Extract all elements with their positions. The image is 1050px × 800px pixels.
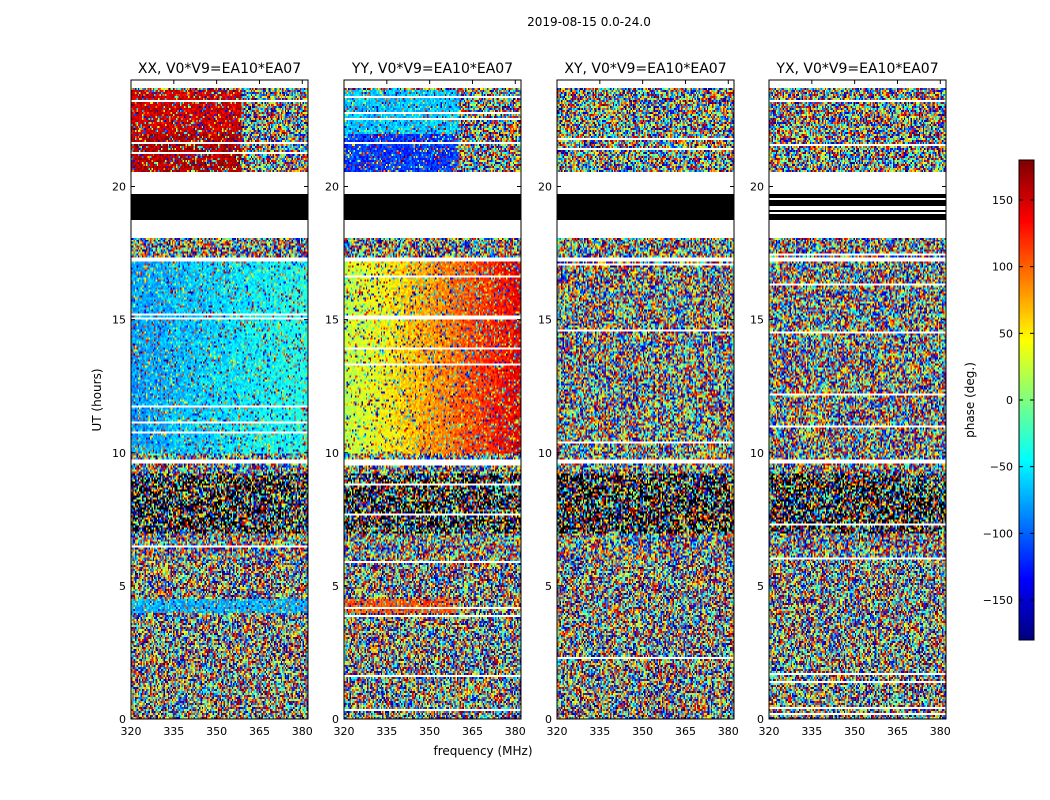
panels-group: XX, V0*V9=EA10*EA07 320 335 350 365 380 0 5 10 15… <box>112 61 951 738</box>
x-tick-label: 320 <box>121 725 142 738</box>
y-tick-label: 5 <box>545 580 552 593</box>
x-tick-label: 320 <box>547 725 568 738</box>
y-tick-label: 0 <box>332 713 339 726</box>
x-tick-label: 380 <box>292 725 313 738</box>
x-tick-label: 335 <box>376 725 397 738</box>
y-tick-label: 5 <box>757 580 764 593</box>
x-tick-label: 350 <box>844 725 865 738</box>
x-tick-label: 320 <box>759 725 780 738</box>
y-tick-label: 0 <box>545 713 552 726</box>
x-tick-label: 350 <box>632 725 653 738</box>
colorbar-tick-label: 0 <box>1006 394 1013 407</box>
y-tick-label: 10 <box>750 447 764 460</box>
heatmap-yx <box>769 80 946 719</box>
y-tick-label: 15 <box>750 314 764 327</box>
x-tick-label: 365 <box>675 725 696 738</box>
heatmap-xx <box>131 80 308 719</box>
panel-xx: XX, V0*V9=EA10*EA07 320 335 350 365 380 0 5 10 15… <box>112 61 313 738</box>
panel-yx: YX, V0*V9=EA10*EA07 320 335 350 365 380 0 5 10 15… <box>750 61 951 738</box>
x-tick-label: 380 <box>505 725 526 738</box>
y-tick-label: 5 <box>119 580 126 593</box>
colorbar-label: phase (deg.) <box>963 362 977 438</box>
colorbar-tick-label: −150 <box>983 594 1013 607</box>
panel-yy: YY, V0*V9=EA10*EA07 320 335 350 365 380 0 5 10 15… <box>325 61 526 738</box>
x-tick-label: 380 <box>930 725 951 738</box>
x-tick-label: 320 <box>334 725 355 738</box>
panel-title: XX, V0*V9=EA10*EA07 <box>138 61 301 77</box>
colorbar-tick-label: −50 <box>990 461 1013 474</box>
x-tick-label: 365 <box>249 725 270 738</box>
y-tick-label: 20 <box>538 181 552 194</box>
colorbar-gradient <box>1019 160 1034 640</box>
panel-title: YY, V0*V9=EA10*EA07 <box>351 61 513 77</box>
colorbar-tick-label: 50 <box>999 327 1013 340</box>
panel-title: XY, V0*V9=EA10*EA07 <box>564 61 726 77</box>
colorbar-tick-label: 100 <box>992 261 1013 274</box>
y-tick-label: 20 <box>325 181 339 194</box>
x-tick-label: 365 <box>462 725 483 738</box>
x-tick-label: 335 <box>589 725 610 738</box>
x-tick-label: 365 <box>887 725 908 738</box>
y-tick-label: 0 <box>119 713 126 726</box>
axes-frame <box>768 79 947 720</box>
y-tick-label: 10 <box>538 447 552 460</box>
panel-xy: XY, V0*V9=EA10*EA07 320 335 350 365 380 0 5 10 15… <box>538 61 739 738</box>
x-tick-label: 350 <box>419 725 440 738</box>
x-axis-label: frequency (MHz) <box>433 744 532 758</box>
y-tick-label: 20 <box>112 181 126 194</box>
x-tick-label: 335 <box>163 725 184 738</box>
x-tick-label: 380 <box>718 725 739 738</box>
y-axis-label: UT (hours) <box>90 368 104 431</box>
x-tick-label: 335 <box>801 725 822 738</box>
figure-suptitle: 2019-08-15 0.0-24.0 <box>527 15 651 29</box>
y-tick-label: 10 <box>325 447 339 460</box>
colorbar: 150 100 50 0 −50 −100 −150 phase (deg.) <box>963 159 1035 641</box>
axes-frame <box>556 79 735 720</box>
y-tick-label: 15 <box>325 314 339 327</box>
y-tick-label: 20 <box>750 181 764 194</box>
heatmap-yy <box>344 80 521 719</box>
x-tick-label: 350 <box>206 725 227 738</box>
y-tick-label: 10 <box>112 447 126 460</box>
y-tick-label: 15 <box>112 314 126 327</box>
axes-frame <box>343 79 522 720</box>
heatmap-xy <box>557 80 734 719</box>
colorbar-tick-label: −100 <box>983 527 1013 540</box>
y-tick-label: 5 <box>332 580 339 593</box>
y-tick-label: 0 <box>757 713 764 726</box>
panel-title: YX, V0*V9=EA10*EA07 <box>775 61 938 77</box>
y-tick-label: 15 <box>538 314 552 327</box>
axes-frame <box>130 79 309 720</box>
colorbar-tick-label: 150 <box>992 194 1013 207</box>
